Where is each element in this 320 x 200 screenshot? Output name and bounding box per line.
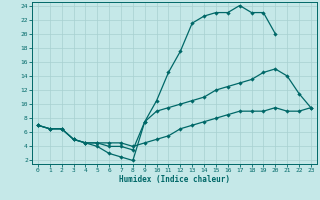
X-axis label: Humidex (Indice chaleur): Humidex (Indice chaleur) bbox=[119, 175, 230, 184]
